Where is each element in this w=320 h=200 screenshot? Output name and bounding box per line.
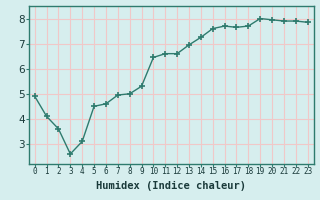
X-axis label: Humidex (Indice chaleur): Humidex (Indice chaleur) <box>96 181 246 191</box>
